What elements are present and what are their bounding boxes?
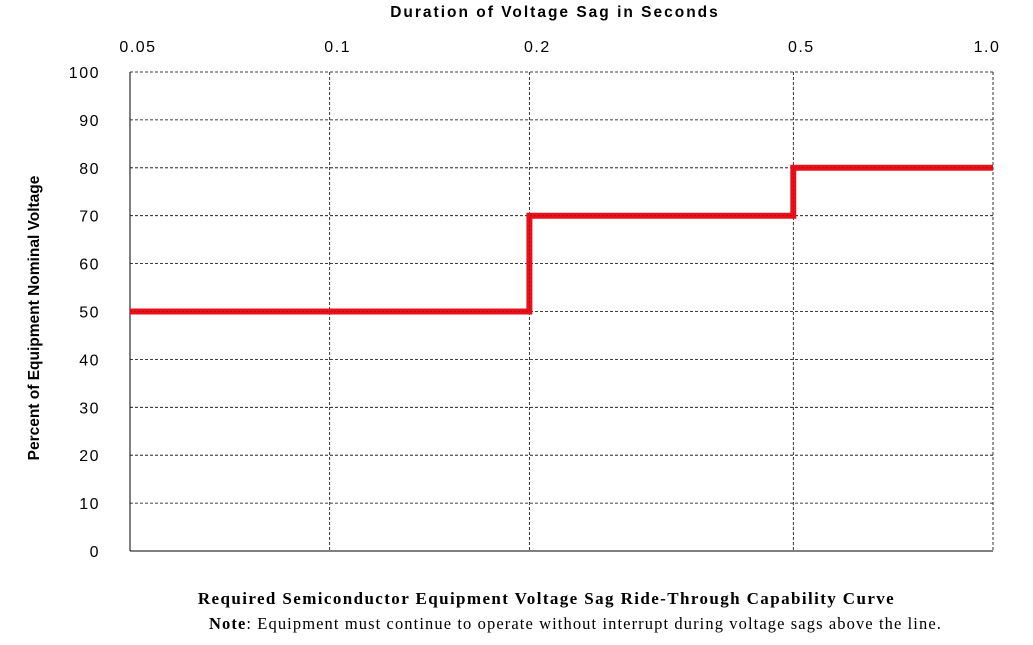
y-tick-label: 10 [79,496,100,513]
x-tick-label: 1.0 [974,39,1001,56]
x-tick-labels: 0.05 0.1 0.2 0.5 1.0 [119,39,1001,56]
x-tick-label: 0.2 [524,39,551,56]
y-tick-label: 0 [90,544,100,561]
y-axis-label: Percent of Equipment Nominal Voltage [26,175,43,460]
caption-title: Required Semiconductor Equipment Voltage… [197,589,896,608]
series [130,164,993,315]
note-label: Note [208,614,247,633]
caption-note: Note: Equipment must continue to operate… [0,614,1033,634]
y-tick-label: 40 [79,352,100,369]
y-tick-label: 50 [79,305,100,322]
y-tick-label: 30 [79,400,100,417]
chart-title: Duration of Voltage Sag in Seconds [390,4,720,21]
y-tick-label: 70 [79,209,100,226]
series-line-inner [130,167,993,312]
y-tick-label: 20 [79,448,100,465]
x-tick-label: 0.1 [324,39,351,56]
y-tick-label: 60 [79,257,100,274]
y-tick-label: 90 [79,113,100,130]
y-tick-label: 100 [69,65,100,82]
note-text: : Equipment must continue to operate wit… [246,614,942,633]
x-tick-label: 0.05 [119,39,156,56]
y-tick-labels: 0 10 20 30 40 50 60 70 80 90 100 [69,65,100,561]
x-tick-label: 0.5 [788,39,815,56]
series-line [130,164,993,315]
y-tick-label: 80 [79,161,100,178]
